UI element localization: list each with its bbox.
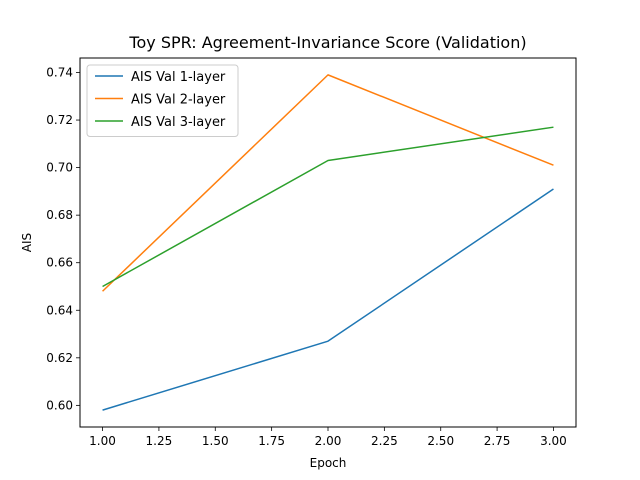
x-tick-label: 1.25 <box>146 434 173 448</box>
legend-label: AIS Val 1-layer <box>131 70 226 85</box>
y-tick-label: 0.70 <box>46 161 73 175</box>
y-tick-label: 0.68 <box>46 208 73 222</box>
legend: AIS Val 1-layer AIS Val 2-layer AIS Val 3-… <box>86 64 239 137</box>
series-line-2 <box>102 74 554 292</box>
y-tick-label: 0.72 <box>46 113 73 127</box>
plot-frame <box>79 57 577 428</box>
x-tick-label: 2.75 <box>484 434 511 448</box>
x-tick-label: 2.00 <box>315 434 342 448</box>
x-tick-label: 1.75 <box>258 434 285 448</box>
series-line-1 <box>102 188 554 411</box>
y-tick-label: 0.74 <box>46 66 73 80</box>
x-tick-label: 2.25 <box>371 434 398 448</box>
chart-title: Toy SPR: Agreement-Invariance Score (Val… <box>128 33 526 52</box>
y-tick-label: 0.64 <box>46 303 73 317</box>
legend-label: AIS Val 2-layer <box>131 93 226 108</box>
legend-label: AIS Val 3-layer <box>131 115 226 130</box>
series-line-3 <box>102 126 554 288</box>
x-tick-label: 2.50 <box>427 434 454 448</box>
legend-box <box>86 64 239 137</box>
y-tick-label: 0.62 <box>46 351 73 365</box>
y-tick-label: 0.66 <box>46 256 73 270</box>
x-axis-label: Epoch <box>310 456 347 470</box>
x-tick-label: 1.00 <box>89 434 116 448</box>
plot-area: 1.00 1.25 1.50 1.75 2.00 2.25 2.50 2.75 3.00 0.60… <box>46 66 567 448</box>
x-tick-label: 1.50 <box>202 434 229 448</box>
x-tick-label: 3.00 <box>540 434 567 448</box>
y-tick-label: 0.60 <box>46 398 73 412</box>
y-axis-label: AIS <box>20 233 34 252</box>
